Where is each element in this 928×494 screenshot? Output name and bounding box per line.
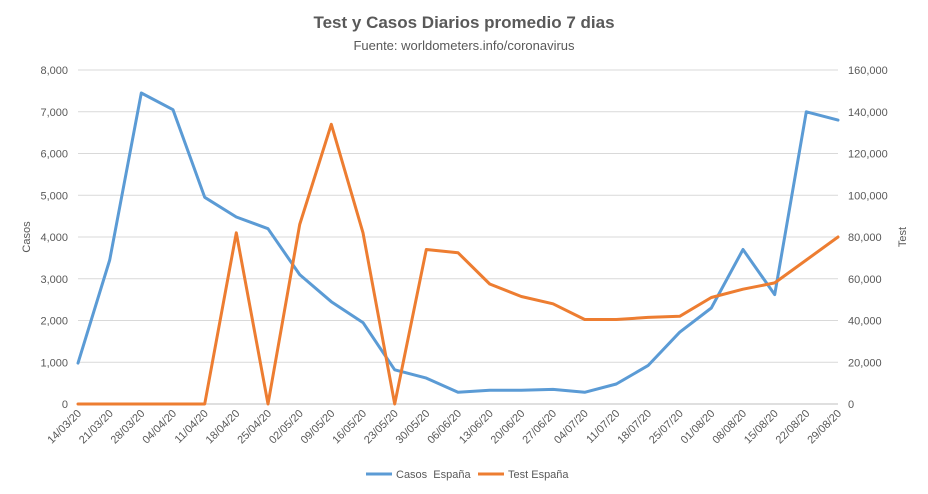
left-axis-ticks: 0 1,000 2,000 3,000 4,000 5,000 6,000 7,000 8,00…: [40, 65, 68, 411]
legend-label-casos: Casos España: [396, 469, 471, 481]
left-tick-label: 0: [62, 399, 68, 411]
legend-label-test: Test España: [508, 469, 569, 481]
left-tick-label: 7,000: [40, 107, 68, 119]
left-tick-label: 4,000: [40, 232, 68, 244]
left-tick-label: 6,000: [40, 149, 68, 161]
x-axis-ticks: 14/03/2021/03/2028/03/2004/04/2011/04/20…: [45, 408, 844, 447]
right-tick-label: 120,000: [848, 149, 888, 161]
left-tick-label: 8,000: [40, 65, 68, 77]
right-tick-label: 40,000: [848, 316, 882, 328]
right-tick-label: 100,000: [848, 190, 888, 202]
gridlines: [78, 69, 838, 405]
right-axis-title: Test: [897, 227, 909, 247]
right-tick-label: 140,000: [848, 107, 888, 119]
series-lines: [76, 91, 840, 406]
x-tick-label: 04/07/20: [552, 408, 591, 447]
left-axis-title: Casos: [21, 221, 33, 253]
left-tick-label: 3,000: [40, 274, 68, 286]
right-tick-label: 0: [848, 399, 854, 411]
series-line-casos: [76, 91, 840, 394]
series-line-test: [76, 122, 840, 406]
left-tick-label: 5,000: [40, 190, 68, 202]
left-tick-label: 2,000: [40, 316, 68, 328]
right-tick-label: 20,000: [848, 357, 882, 369]
legend: Casos España Test España: [366, 469, 569, 481]
left-tick-label: 1,000: [40, 357, 68, 369]
right-tick-label: 80,000: [848, 232, 882, 244]
right-tick-label: 60,000: [848, 274, 882, 286]
chart-title: Test y Casos Diarios promedio 7 dias: [313, 13, 614, 32]
x-tick-label: 04/04/20: [140, 408, 179, 447]
chart-subtitle: Fuente: worldometers.info/coronavirus: [353, 38, 575, 53]
right-axis-ticks: 0 20,000 40,000 60,000 80,000 100,000 120,000 1…: [848, 65, 888, 411]
right-tick-label: 160,000: [848, 65, 888, 77]
x-tick-label: 29/08/20: [805, 408, 844, 447]
